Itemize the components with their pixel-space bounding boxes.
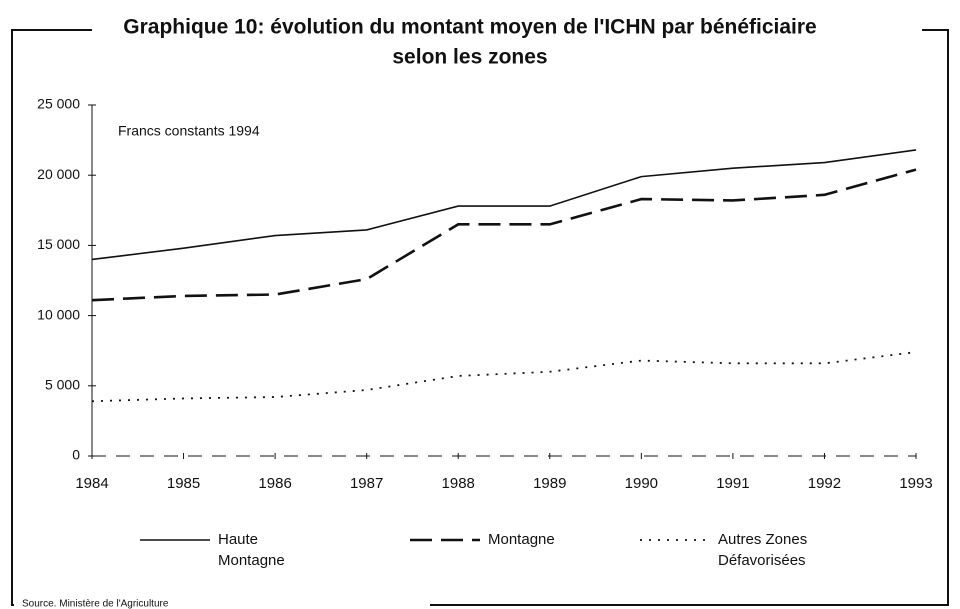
y-tick-label: 5 000	[45, 377, 80, 393]
x-tick-label: 1984	[75, 475, 108, 492]
legend-label: Autres Zones Défavorisées	[718, 531, 808, 569]
frame	[11, 29, 949, 606]
x-tick-label: 1986	[258, 475, 291, 492]
series-line	[91, 149, 917, 261]
chart-title: Graphique 10: évolution du montant moyen…	[123, 16, 816, 39]
x-tick-label: 1992	[808, 475, 841, 492]
series-line	[91, 351, 917, 403]
y-tick-label: 10 000	[37, 306, 80, 322]
y-tick-label: 25 000	[37, 96, 80, 112]
y-tick-label: 20 000	[37, 166, 80, 182]
legend-label: Montagne	[488, 531, 555, 548]
chart-title: selon les zones	[392, 46, 547, 69]
y-tick-label: 15 000	[37, 236, 80, 252]
y-tick-label: 0	[72, 447, 80, 463]
x-tick-label: 1987	[350, 475, 383, 492]
x-tick-label: 1991	[716, 475, 749, 492]
annotation: Francs constants 1994	[118, 123, 260, 139]
source: Source. Ministère de l'Agriculture	[22, 599, 169, 609]
x-tick-label: 1989	[533, 475, 566, 492]
x-tick-label: 1988	[442, 475, 475, 492]
x-tick-label: 1993	[899, 475, 932, 492]
x-tick-label: 1990	[625, 475, 658, 492]
x-tick-label: 1985	[167, 475, 200, 492]
series-line	[91, 168, 917, 302]
legend-label: Haute Montagne	[218, 531, 285, 569]
